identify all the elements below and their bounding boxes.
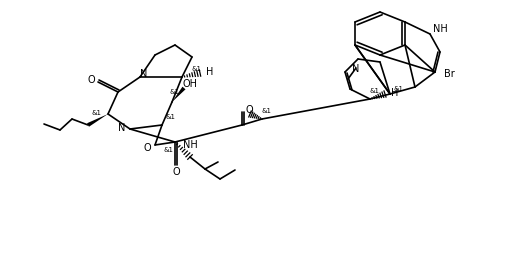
Text: N: N	[118, 123, 126, 133]
Text: N: N	[352, 64, 359, 74]
Text: &1: &1	[169, 89, 179, 95]
Text: NH: NH	[433, 24, 448, 34]
Polygon shape	[87, 114, 108, 127]
Text: &1: &1	[164, 147, 174, 153]
Text: &1: &1	[393, 86, 403, 92]
Text: &1: &1	[370, 88, 380, 94]
Text: N: N	[140, 69, 148, 79]
Text: &1: &1	[165, 114, 175, 120]
Text: &1: &1	[91, 110, 101, 116]
Text: O: O	[143, 143, 151, 153]
Text: &1: &1	[191, 66, 201, 72]
Text: H: H	[391, 88, 399, 98]
Text: O: O	[245, 105, 253, 115]
Text: OH: OH	[182, 79, 197, 89]
Text: &1: &1	[262, 108, 272, 114]
Polygon shape	[172, 87, 185, 102]
Text: O: O	[172, 167, 180, 177]
Text: O: O	[87, 75, 95, 85]
Text: Br: Br	[443, 69, 454, 79]
Text: H: H	[206, 67, 214, 77]
Text: NH: NH	[183, 140, 197, 150]
